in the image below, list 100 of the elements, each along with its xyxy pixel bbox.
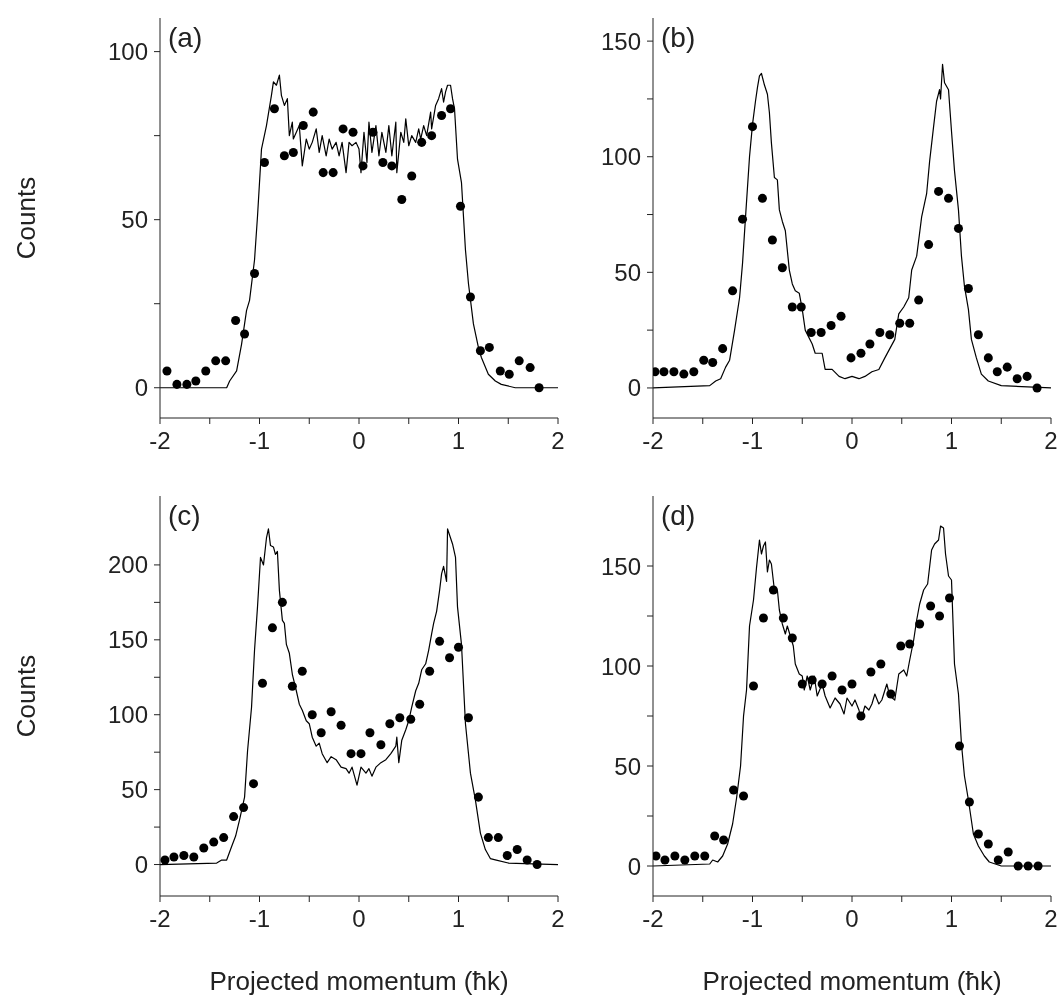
- point: [425, 666, 435, 676]
- point: [1002, 362, 1012, 372]
- point: [653, 851, 661, 861]
- point: [934, 186, 944, 196]
- x-tick-label: 0: [352, 427, 366, 455]
- y-tick-label: 50: [614, 258, 641, 286]
- point: [231, 316, 241, 326]
- point: [387, 161, 397, 171]
- point: [973, 829, 983, 839]
- y-tick-label: 50: [121, 206, 148, 234]
- point: [172, 379, 182, 389]
- x-tick-label: -1: [741, 427, 764, 455]
- point: [954, 741, 964, 751]
- point: [1003, 847, 1013, 857]
- y-tick-label: 50: [614, 752, 641, 780]
- point: [378, 158, 388, 168]
- annotation: (d): [661, 500, 696, 532]
- point: [417, 137, 427, 147]
- x-tick-label: -1: [741, 905, 764, 933]
- point: [298, 121, 308, 131]
- point: [895, 318, 905, 328]
- point: [484, 342, 494, 352]
- point: [837, 685, 847, 695]
- point: [534, 383, 544, 393]
- point: [710, 831, 720, 841]
- y-tick-label: 150: [107, 626, 148, 654]
- y-axis-title: Counts: [11, 176, 42, 260]
- point: [905, 639, 915, 649]
- point: [700, 851, 710, 861]
- point: [1032, 383, 1042, 393]
- point: [395, 713, 405, 723]
- point: [660, 855, 670, 865]
- point: [221, 356, 231, 366]
- point: [189, 852, 199, 862]
- point: [219, 833, 229, 843]
- y-tick-label: 0: [627, 374, 641, 402]
- point: [797, 679, 807, 689]
- point: [886, 689, 896, 699]
- point: [1013, 861, 1023, 871]
- x-tick-label: 2: [1044, 427, 1058, 455]
- y-tick-label: 100: [107, 38, 148, 66]
- point: [169, 852, 179, 862]
- point: [229, 812, 239, 822]
- point: [239, 803, 249, 813]
- x-tick-label: 1: [451, 427, 466, 455]
- point: [397, 195, 407, 205]
- point: [680, 855, 690, 865]
- point: [690, 851, 700, 861]
- point: [493, 833, 503, 843]
- point: [670, 851, 680, 861]
- point: [983, 839, 993, 849]
- point: [269, 104, 279, 114]
- point: [1012, 374, 1022, 384]
- y-tick-label: 0: [134, 374, 148, 402]
- point: [768, 585, 778, 595]
- point: [435, 636, 445, 646]
- y-tick-label: 50: [121, 776, 148, 804]
- point: [827, 671, 837, 681]
- point: [875, 327, 885, 337]
- x-tick-label: -2: [149, 427, 171, 455]
- point: [191, 376, 201, 386]
- point: [945, 593, 955, 603]
- point: [473, 792, 483, 802]
- point: [983, 353, 993, 363]
- y-tick-label: 150: [600, 552, 641, 580]
- point: [446, 104, 456, 114]
- point: [502, 851, 512, 861]
- point: [376, 740, 386, 750]
- point: [348, 127, 358, 137]
- point: [846, 353, 856, 363]
- point: [407, 171, 417, 181]
- point: [201, 366, 211, 376]
- point: [297, 666, 307, 676]
- point: [1022, 371, 1032, 381]
- point: [356, 749, 366, 759]
- point: [160, 855, 170, 865]
- y-tick-label: 100: [600, 652, 641, 680]
- point: [308, 107, 318, 117]
- point: [1023, 861, 1033, 871]
- y-tick-label: 100: [107, 701, 148, 729]
- point: [866, 667, 876, 677]
- y-tick-label: 0: [134, 851, 148, 879]
- y-tick-label: 100: [600, 143, 641, 171]
- x-tick-label: 1: [451, 905, 466, 933]
- point: [738, 214, 748, 224]
- point: [914, 295, 924, 305]
- x-tick-label: 0: [845, 427, 859, 455]
- point: [718, 344, 728, 354]
- x-tick-label: 0: [352, 905, 366, 933]
- point: [257, 678, 267, 688]
- point: [747, 122, 758, 132]
- point: [465, 292, 475, 302]
- point: [249, 779, 259, 789]
- point: [817, 679, 827, 689]
- point: [475, 346, 485, 356]
- point: [926, 601, 936, 611]
- point: [856, 711, 866, 721]
- point: [659, 367, 669, 377]
- x-tick-label: -2: [149, 905, 171, 933]
- x-tick-label: 2: [1044, 905, 1058, 933]
